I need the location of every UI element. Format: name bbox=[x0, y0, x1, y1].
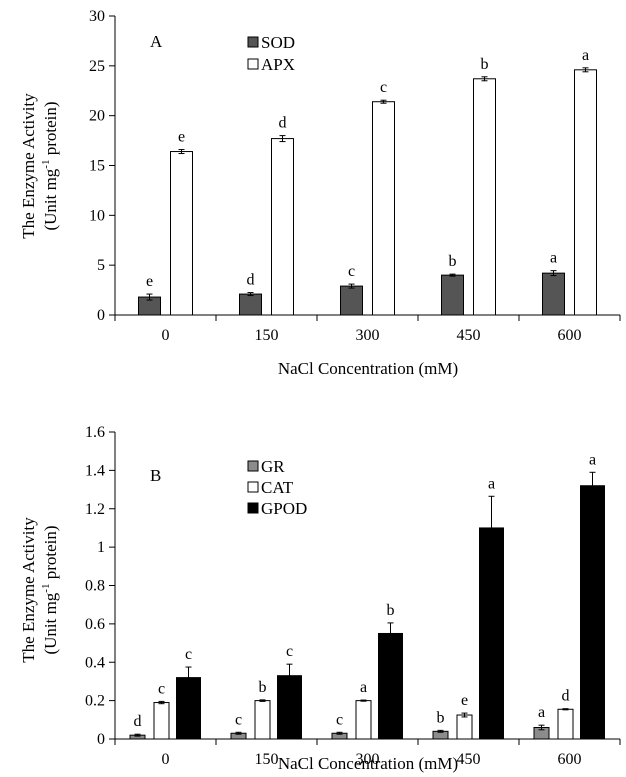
panel-a-significance-letter-apx: b bbox=[481, 56, 489, 73]
panel-a-significance-letter-sod: e bbox=[146, 273, 153, 290]
panel-a-significance-letter-apx: e bbox=[178, 129, 185, 146]
panel-a-bar-apx bbox=[574, 69, 597, 316]
panel-b-significance-letter-cat: b bbox=[259, 679, 267, 696]
panel-a-y-tick-label: 25 bbox=[89, 58, 105, 75]
panel-a-y-tick-label: 10 bbox=[89, 207, 105, 224]
panel-b-y-tick-label: 1.4 bbox=[85, 462, 105, 479]
panel-b-significance-letter-cat: c bbox=[158, 680, 165, 697]
panel-b-axes: 0 0.2 0.4 0.6 0.8 1 1.2 1.4 1.6 0 150 300 450 600 bbox=[85, 424, 621, 768]
panel-b-x-tick-label: 150 bbox=[255, 751, 279, 768]
panel-b-significance-letter-gr: c bbox=[235, 711, 242, 728]
panel-b-y-tick-label: 1.2 bbox=[85, 501, 105, 518]
panel-a-bar-sod bbox=[340, 285, 363, 316]
panel-a-bar-apx bbox=[170, 151, 193, 316]
panel-a-bar-sod bbox=[239, 293, 262, 316]
panel-b-significance-letter-cat: d bbox=[562, 688, 570, 705]
panel-a-x-tick-label: 450 bbox=[457, 327, 481, 344]
panel-b-y-tick-label: 0.4 bbox=[85, 654, 105, 671]
panel-a-bar-apx bbox=[372, 101, 395, 316]
panel-a-y-tick-label: 20 bbox=[89, 108, 105, 125]
panel-b-legend-swatch-cat bbox=[247, 481, 259, 493]
panel-b-y-tick-label: 0.6 bbox=[85, 616, 105, 633]
panel-b-significance-letter-gpod: b bbox=[387, 602, 395, 619]
panel-b-legend-label-gr: GR bbox=[261, 457, 285, 476]
panel-a-significance-letter-apx: a bbox=[582, 47, 589, 64]
panel-b-legend-swatch-gpod bbox=[247, 502, 259, 514]
panel-a-significance-letter-sod: a bbox=[550, 250, 557, 267]
panel-b-significance-letter-gpod: c bbox=[185, 646, 192, 663]
panel-b-legend-label-cat: CAT bbox=[261, 478, 294, 497]
panel-a-y-tick-label: 15 bbox=[89, 158, 105, 175]
panel-a-significance-letter-apx: d bbox=[279, 115, 287, 132]
panel-b-label: B bbox=[150, 466, 161, 485]
panel-b-significance-letter-gr: b bbox=[437, 709, 445, 726]
panel-a-y-tick-label: 0 bbox=[97, 307, 105, 324]
panel-a-y-axis-label-line2: (Unit mg-1 protein) bbox=[40, 101, 60, 230]
panel-a-y-tick-label: 30 bbox=[89, 8, 105, 25]
panel-a-legend-swatch-sod bbox=[247, 36, 259, 48]
panel-a-bar-apx bbox=[271, 138, 294, 316]
panel-b-legend-label-gpod: GPOD bbox=[261, 499, 307, 518]
panel-b-significance-letter-gpod: c bbox=[286, 643, 293, 660]
panel-a-y-tick-label: 5 bbox=[97, 257, 105, 274]
panel-a-x-tick-label: 0 bbox=[162, 327, 170, 344]
panel-a-bar-sod bbox=[542, 272, 565, 316]
panel-b-x-tick-label: 450 bbox=[457, 751, 481, 768]
panel-b-bar-cat bbox=[254, 700, 271, 740]
panel-b-legend-swatch-gr bbox=[247, 460, 259, 472]
panel-a-x-axis-label: NaCl Concentration (mM) bbox=[278, 359, 458, 378]
panel-b-y-tick-label: 1 bbox=[97, 539, 105, 556]
panel-b-significance-letter-gr: a bbox=[538, 704, 545, 721]
panel-b-y-tick-label: 0 bbox=[97, 731, 105, 748]
panel-b-bar-cat bbox=[355, 700, 372, 740]
panel-b-y-axis-label-line2: (Unit mg-1 protein) bbox=[40, 525, 60, 654]
panel-a-x-tick-label: 300 bbox=[356, 327, 380, 344]
panel-b-significance-letter-gr: c bbox=[336, 711, 343, 728]
panel-a-x-tick-label: 600 bbox=[558, 327, 582, 344]
panel-b-x-axis-label: NaCl Concentration (mM) bbox=[278, 754, 458, 773]
panel-b-y-axis-label-line1: The Enzyme Activity bbox=[19, 517, 38, 663]
panel-b-bar-gpod bbox=[378, 632, 403, 740]
panel-a-legend-label-sod: SOD bbox=[261, 33, 295, 52]
panel-a-significance-letter-sod: d bbox=[247, 272, 255, 289]
panel-a-legend-label-apx: APX bbox=[261, 55, 295, 74]
panel-b-y-axis-label: The Enzyme Activity (Unit mg-1 protein) bbox=[19, 517, 60, 663]
panel-a-bars: e d c b a e d c b a bbox=[138, 47, 597, 316]
panel-a-bar-apx bbox=[473, 78, 496, 316]
panel-a-legend: SOD APX bbox=[247, 33, 295, 74]
panel-a-legend-swatch-apx bbox=[247, 58, 259, 70]
panel-b-significance-letter-gr: d bbox=[134, 713, 142, 730]
panel-b-y-tick-label: 1.6 bbox=[85, 424, 105, 441]
panel-b-x-tick-label: 600 bbox=[558, 751, 582, 768]
panel-a-bar-sod bbox=[441, 274, 464, 316]
panel-b-bar-cat bbox=[456, 714, 473, 740]
panel-b-y-tick-label: 0.8 bbox=[85, 578, 105, 595]
panel-a-significance-letter-sod: b bbox=[449, 253, 457, 270]
panel-b-significance-letter-gpod: a bbox=[589, 451, 596, 468]
panel-b-x-tick-label: 300 bbox=[356, 751, 380, 768]
panel-b-significance-letter-cat: e bbox=[461, 692, 468, 709]
panel-a-y-axis-label: The Enzyme Activity (Unit mg-1 protein) bbox=[19, 93, 60, 239]
panel-a-x-tick-label: 150 bbox=[255, 327, 279, 344]
panel-b-legend: GR CAT GPOD bbox=[247, 457, 307, 518]
panel-b-bar-gpod bbox=[580, 485, 605, 740]
panel-b-bar-cat bbox=[557, 708, 574, 740]
panel-a-significance-letter-sod: c bbox=[348, 263, 355, 280]
panel-a-label: A bbox=[150, 32, 163, 51]
panel-a-y-axis-label-line1: The Enzyme Activity bbox=[19, 93, 38, 239]
panel-b-significance-letter-cat: a bbox=[360, 679, 367, 696]
panel-b-bar-gpod bbox=[479, 527, 504, 740]
panel-b-bar-cat bbox=[153, 702, 170, 740]
panel-b-significance-letter-gpod: a bbox=[488, 475, 495, 492]
panel-b-x-tick-label: 0 bbox=[162, 751, 170, 768]
panel-b-y-tick-label: 0.2 bbox=[85, 693, 105, 710]
panel-a-significance-letter-apx: c bbox=[380, 79, 387, 96]
